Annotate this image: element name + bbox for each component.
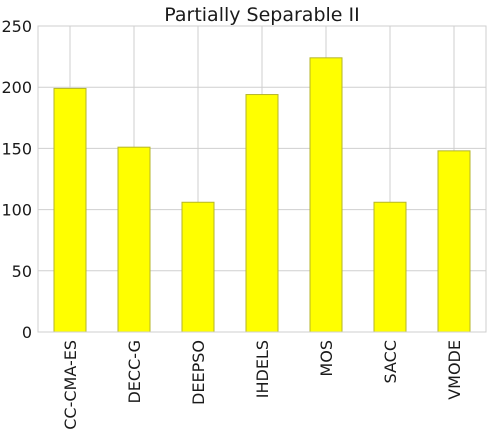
x-tick-label: VMODE <box>445 340 464 400</box>
x-tick-label: IHDELS <box>253 340 272 398</box>
x-tick-labels: CC-CMA-ES DECC-G DEEPSO IHDELS MOS SACC VMODE <box>61 340 464 430</box>
bar-vmode <box>437 150 471 333</box>
y-tick-label: 200 <box>1 78 32 97</box>
x-tick-label: CC-CMA-ES <box>61 340 80 430</box>
y-tick-label: 100 <box>1 201 32 220</box>
bar-decc-g <box>117 146 151 333</box>
x-tick-label: MOS <box>317 340 336 377</box>
y-tick-label: 50 <box>12 262 32 281</box>
chart-title: Partially Separable II <box>164 4 359 26</box>
bar-mos <box>309 57 343 333</box>
y-tick-label: 250 <box>1 17 32 36</box>
y-tick-labels: 0 50 100 150 200 250 <box>1 17 32 342</box>
bar-deepso <box>181 201 215 333</box>
y-tick-label: 150 <box>1 139 32 158</box>
bars <box>53 57 471 333</box>
plot-frame <box>37 25 487 333</box>
bar-cc-cma-es <box>53 87 87 333</box>
x-tick-label: SACC <box>381 340 400 383</box>
y-tick-label: 0 <box>22 323 32 342</box>
bar-ihdels <box>245 94 279 333</box>
bar-sacc <box>373 201 407 333</box>
x-tick-label: DECC-G <box>125 340 144 404</box>
x-tick-label: DEEPSO <box>189 340 208 405</box>
